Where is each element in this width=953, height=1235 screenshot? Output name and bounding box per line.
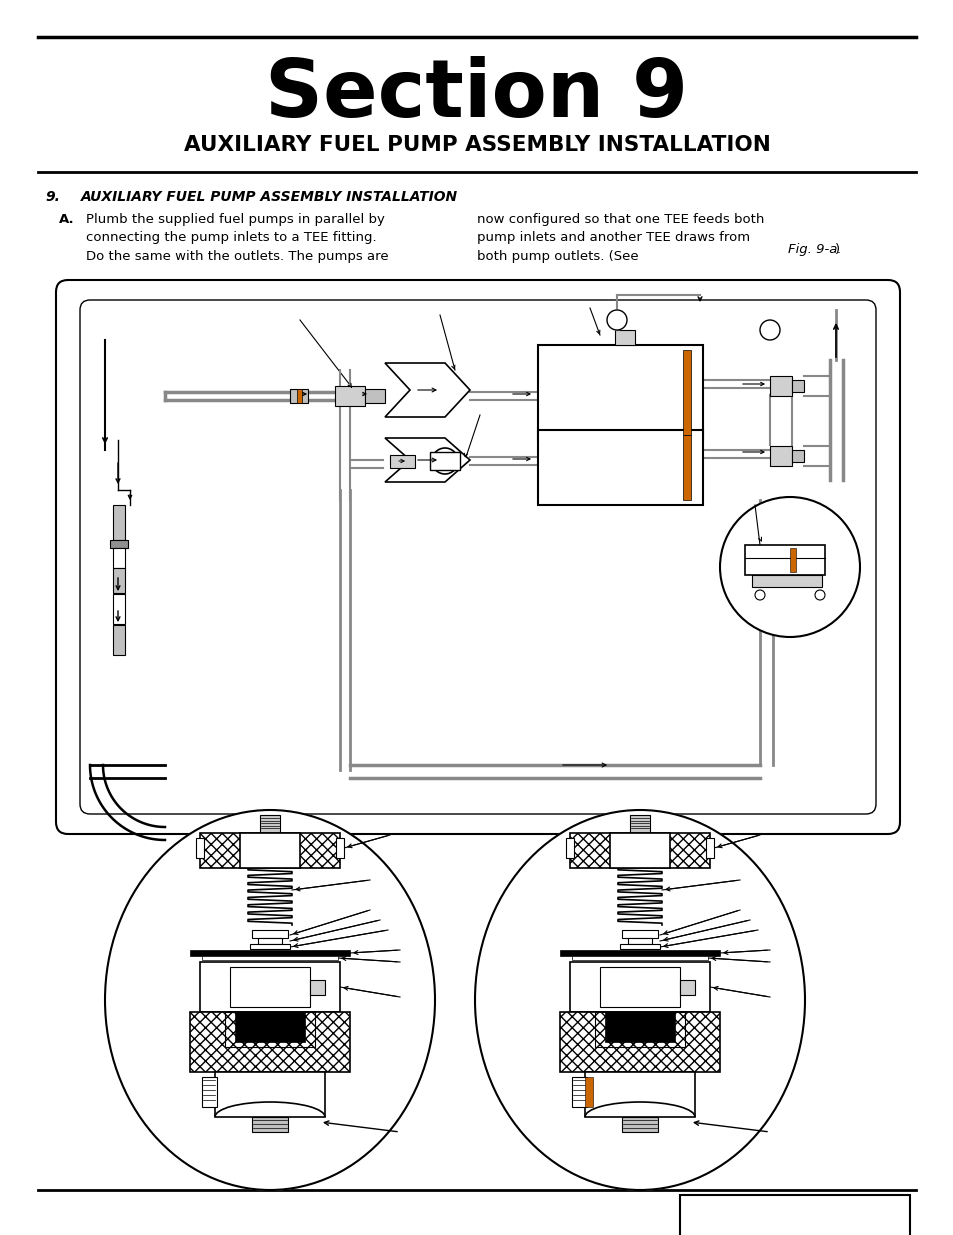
Bar [190, 950, 350, 956]
Text: now configured so that one TEE feeds both
pump inlets and another TEE draws from: now configured so that one TEE feeds bot… [476, 212, 763, 263]
Bar [604, 1011, 675, 1042]
Circle shape [814, 590, 824, 600]
Bar [310, 981, 325, 995]
Bar [584, 1077, 593, 1107]
Text: Fig. 9-a.: Fig. 9-a. [787, 243, 841, 256]
Polygon shape [385, 363, 470, 417]
Text: 9.: 9. [46, 190, 61, 204]
Bar [572, 1077, 586, 1107]
Bar [250, 944, 290, 948]
Bar [679, 981, 695, 995]
Bar [791, 450, 803, 462]
Bar [627, 939, 651, 944]
Bar [769, 446, 791, 466]
Bar [240, 832, 299, 868]
Bar [110, 540, 128, 548]
Bar [537, 430, 702, 505]
Bar [202, 956, 337, 960]
Bar [621, 930, 658, 939]
Bar [619, 944, 659, 948]
Bar [609, 832, 669, 868]
Text: Plumb the supplied fuel pumps in parallel by
connecting the pump inlets to a TEE: Plumb the supplied fuel pumps in paralle… [86, 212, 388, 263]
Polygon shape [385, 438, 470, 482]
Bar [791, 380, 803, 391]
Circle shape [754, 590, 764, 600]
Bar [290, 389, 308, 403]
Bar [537, 345, 702, 440]
Bar [744, 545, 824, 576]
Bar [751, 576, 821, 587]
Bar [430, 452, 459, 471]
Bar [202, 1077, 216, 1107]
Bar [629, 815, 649, 832]
Bar [190, 1011, 350, 1072]
Bar [195, 839, 204, 858]
Bar [200, 962, 339, 1011]
Bar [230, 967, 310, 1007]
Bar [335, 387, 365, 406]
Bar [225, 1011, 314, 1047]
Bar [390, 454, 415, 468]
Text: Section 9: Section 9 [265, 56, 688, 135]
Bar [682, 350, 690, 435]
Bar [112, 568, 125, 593]
Bar [679, 1195, 909, 1235]
Ellipse shape [475, 810, 804, 1191]
Bar [569, 962, 709, 1011]
Text: ): ) [834, 243, 839, 256]
Bar [705, 839, 713, 858]
Bar [252, 930, 288, 939]
Bar [234, 1011, 305, 1042]
Bar [112, 548, 125, 568]
Circle shape [720, 496, 859, 637]
Bar [365, 389, 385, 403]
Bar [559, 1011, 720, 1072]
Bar [584, 1072, 695, 1116]
Ellipse shape [105, 810, 435, 1191]
Bar [257, 939, 282, 944]
Circle shape [432, 448, 457, 474]
Text: AUXILIARY FUEL PUMP ASSEMBLY INSTALLATION: AUXILIARY FUEL PUMP ASSEMBLY INSTALLATIO… [183, 135, 770, 156]
Text: AUXILIARY FUEL PUMP ASSEMBLY INSTALLATION: AUXILIARY FUEL PUMP ASSEMBLY INSTALLATIO… [81, 190, 457, 204]
Text: A.: A. [59, 212, 74, 226]
Bar [559, 950, 720, 956]
FancyBboxPatch shape [56, 280, 899, 834]
Bar [621, 1116, 658, 1132]
Bar [572, 956, 707, 960]
Bar [569, 832, 709, 868]
Bar [769, 375, 791, 396]
Bar [682, 435, 690, 500]
Bar [112, 594, 125, 624]
Bar [260, 815, 280, 832]
Bar [565, 839, 574, 858]
Bar [214, 1072, 325, 1116]
Circle shape [760, 320, 780, 340]
Bar [200, 832, 339, 868]
Bar [595, 1011, 684, 1047]
Bar [335, 839, 344, 858]
Bar [252, 1116, 288, 1132]
Bar [615, 330, 635, 345]
FancyBboxPatch shape [80, 300, 875, 814]
Bar [789, 548, 795, 572]
Bar [112, 505, 125, 540]
Bar [599, 967, 679, 1007]
Bar [296, 389, 302, 403]
Circle shape [606, 310, 626, 330]
Bar [112, 625, 125, 655]
